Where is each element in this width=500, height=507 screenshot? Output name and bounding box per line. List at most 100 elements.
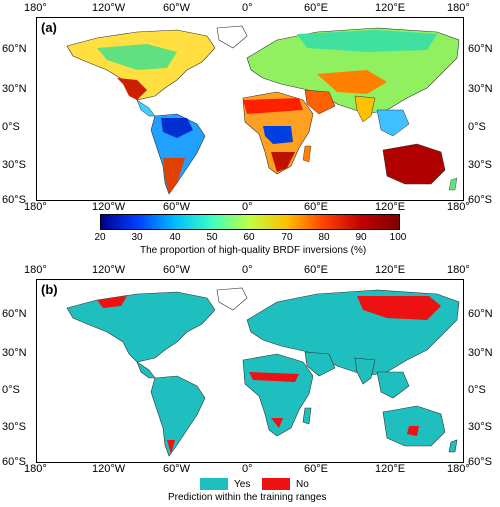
legend-title: Prediction within the training ranges	[168, 492, 327, 503]
panel-label: (a)	[41, 20, 57, 35]
y-tick-left: 30°N	[2, 347, 27, 359]
x-tick-bottom: 120°E	[375, 201, 406, 213]
proportion-map	[66, 25, 460, 195]
x-tick-top: 180°	[24, 264, 47, 276]
eurasia-north	[297, 30, 437, 52]
colorbar-title: The proportion of high-quality BRDF inve…	[140, 245, 367, 256]
x-tick-bottom: 60°W	[163, 463, 191, 475]
colorbar-tick: 40	[169, 232, 181, 243]
y-tick-right: 30°N	[468, 347, 493, 359]
y-tick-right: 30°N	[468, 83, 493, 95]
y-tick-right: 60°S	[468, 456, 492, 468]
x-tick-bottom: 120°W	[92, 201, 126, 213]
new-zealand	[448, 177, 458, 191]
x-tick-top: 60°E	[304, 2, 328, 14]
southeast-asia	[376, 371, 410, 399]
x-tick-bottom: 0°	[242, 201, 253, 213]
no-region-sahel	[249, 372, 299, 382]
y-tick-left: 30°S	[2, 421, 26, 433]
australia-landmass	[382, 143, 446, 185]
y-tick-left: 0°S	[2, 384, 20, 396]
x-tick-bottom: 60°E	[304, 201, 328, 213]
x-tick-top: 180°	[24, 2, 47, 14]
southern-africa-hot	[271, 152, 295, 172]
y-tick-right: 30°S	[468, 159, 492, 171]
x-tick-top: 60°E	[304, 264, 328, 276]
no-region-southern-africa	[271, 418, 283, 428]
x-tick-bottom: 180°	[24, 463, 47, 475]
central-america	[136, 99, 156, 117]
x-tick-top: 0°	[242, 264, 253, 276]
x-tick-top: 120°E	[375, 264, 406, 276]
panel-label: (b)	[41, 282, 58, 297]
x-tick-top: 0°	[242, 2, 253, 14]
madagascar	[302, 145, 312, 163]
y-tick-left: 60°S	[2, 456, 26, 468]
no-region-siberia	[357, 296, 441, 320]
no-region-patagonia	[167, 440, 175, 454]
y-tick-left: 60°N	[2, 308, 27, 320]
new-zealand	[448, 439, 458, 453]
panel-b: 180° 120°W 60°W 0° 60°E 120°E 180° 60°N …	[0, 262, 500, 507]
x-tick-bottom: 180°	[24, 201, 47, 213]
legend-item-yes: Yes	[200, 478, 250, 490]
y-tick-right: 0°S	[468, 121, 486, 133]
x-tick-bottom: 180°	[447, 463, 470, 475]
y-tick-left: 60°S	[2, 194, 26, 206]
x-tick-top: 60°W	[163, 264, 191, 276]
y-tick-right: 60°S	[468, 194, 492, 206]
x-tick-top: 180°	[447, 2, 470, 14]
y-tick-left: 0°S	[2, 121, 20, 133]
colorbar-tick: 50	[206, 232, 218, 243]
y-tick-left: 30°S	[2, 159, 26, 171]
x-tick-top: 180°	[447, 264, 470, 276]
central-america	[136, 361, 156, 379]
central-asia-hot	[317, 70, 387, 94]
southeast-asia	[376, 109, 410, 137]
colorbar-tick: 90	[355, 232, 367, 243]
panel-a: 180° 120°W 60°W 0° 60°E 120°E 180° 60°N …	[2, 2, 493, 256]
india	[354, 357, 376, 385]
india	[354, 95, 376, 123]
legend-swatch-yes	[200, 478, 228, 490]
x-tick-bottom: 180°	[447, 201, 470, 213]
x-tick-bottom: 60°E	[304, 463, 328, 475]
legend-item-no: No	[262, 478, 309, 490]
y-tick-right: 60°N	[468, 43, 493, 55]
x-tick-top: 60°W	[163, 2, 191, 14]
south-america-landmass	[150, 375, 206, 457]
y-tick-left: 60°N	[2, 43, 27, 55]
map-frame-a: (a)	[36, 17, 464, 201]
no-region-australia	[407, 426, 419, 436]
colorbar-tick: 100	[389, 232, 407, 243]
x-tick-top: 120°E	[375, 2, 406, 14]
colorbar	[100, 214, 400, 230]
x-tick-bottom: 120°E	[375, 463, 406, 475]
y-tick-right: 30°S	[468, 421, 492, 433]
congo-cool	[263, 126, 293, 144]
south-america-south-hot	[163, 158, 185, 194]
south-america-amazon	[161, 118, 193, 138]
greenland	[216, 25, 248, 49]
north-america-mid-green	[97, 44, 177, 70]
colorbar-tick: 60	[243, 232, 255, 243]
y-tick-left: 30°N	[2, 83, 27, 95]
no-region-canada	[97, 296, 127, 308]
y-tick-right: 0°S	[468, 384, 486, 396]
colorbar-tick: 70	[281, 232, 293, 243]
x-tick-top: 120°W	[92, 2, 126, 14]
north-america-landmass	[66, 291, 216, 363]
legend-label-no: No	[296, 478, 309, 490]
y-tick-right: 60°N	[468, 308, 493, 320]
x-tick-bottom: 120°W	[92, 463, 126, 475]
x-tick-bottom: 0°	[242, 463, 253, 475]
map-frame-b: (b)	[36, 279, 464, 463]
madagascar	[302, 407, 312, 425]
colorbar-tick: 20	[94, 232, 106, 243]
sahara-hot	[243, 98, 303, 114]
legend-swatch-no	[262, 478, 290, 490]
arabia	[304, 89, 336, 115]
training-range-map	[66, 287, 460, 457]
colorbar-tick: 80	[318, 232, 330, 243]
x-tick-top: 120°W	[92, 264, 126, 276]
